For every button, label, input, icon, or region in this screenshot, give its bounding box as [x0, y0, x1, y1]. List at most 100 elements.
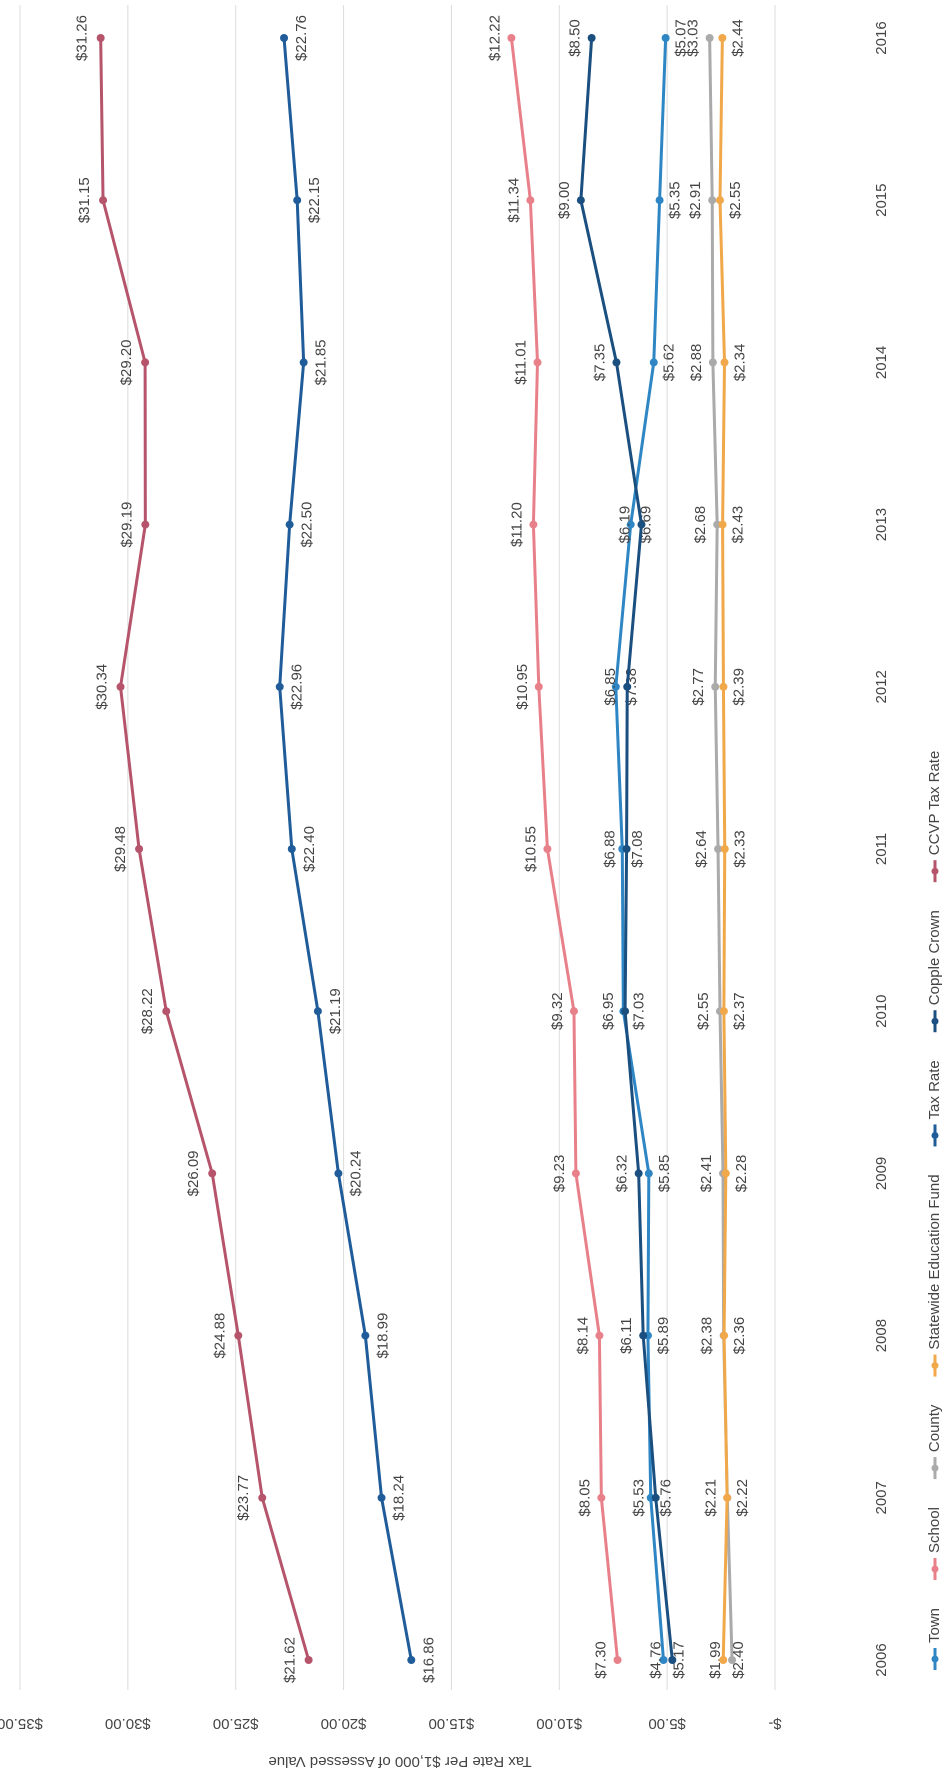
data-label: $6.19 [616, 506, 633, 544]
data-label: $22.96 [289, 664, 306, 710]
data-point [361, 1331, 370, 1340]
data-point [299, 358, 308, 367]
y-tick-label: $15.00 [428, 1715, 474, 1732]
data-point [659, 1656, 668, 1664]
data-label: $4.76 [647, 1641, 664, 1679]
data-label: $7.03 [630, 992, 647, 1030]
data-label: $10.95 [514, 664, 531, 710]
data-label: $7.35 [591, 344, 608, 382]
data-label: $22.50 [299, 502, 316, 548]
data-point [623, 682, 632, 691]
data-point [526, 196, 535, 205]
data-point [637, 520, 646, 529]
data-point [141, 520, 150, 529]
data-point [569, 1007, 578, 1016]
data-label: $2.44 [729, 19, 746, 57]
data-label: $2.38 [699, 1317, 716, 1355]
data-point [258, 1493, 267, 1502]
data-label: $5.53 [631, 1479, 648, 1517]
data-label: $22.40 [301, 826, 318, 872]
data-label: $2.34 [731, 344, 748, 382]
data-label: $24.88 [211, 1313, 228, 1359]
legend-dot [931, 1565, 939, 1573]
data-point [208, 1169, 217, 1178]
data-label: $12.22 [486, 15, 503, 61]
legend-label: School [926, 1507, 943, 1553]
data-point [708, 358, 717, 367]
data-point [377, 1493, 386, 1502]
data-label: $2.43 [730, 506, 747, 544]
data-point [595, 1331, 604, 1340]
data-label: $2.28 [733, 1155, 750, 1193]
y-axis-title: Tax Rate Per $1,000 of Assessed Value [268, 1753, 531, 1770]
data-label: $3.03 [685, 19, 702, 57]
data-label: $21.19 [327, 988, 344, 1034]
y-tick-label: $10.00 [536, 1715, 582, 1732]
data-label: $8.50 [567, 19, 584, 57]
data-label: $29.19 [118, 502, 135, 548]
data-point [728, 1656, 737, 1664]
data-point [304, 1656, 313, 1664]
data-point [571, 1169, 580, 1178]
x-tick-label: 2009 [873, 1157, 890, 1190]
data-point [634, 1169, 643, 1178]
data-point [644, 1169, 653, 1178]
data-point [611, 682, 620, 691]
data-label: $22.76 [293, 15, 310, 61]
y-tick-label: $- [768, 1715, 781, 1732]
data-point [626, 520, 635, 529]
rotated-chart: Tax Rate Per $1,000 of Assessed Value $-… [0, 5, 943, 1770]
data-point [597, 1493, 606, 1502]
data-point [543, 845, 552, 853]
data-label: $29.20 [118, 339, 135, 385]
data-label: $1.99 [707, 1641, 724, 1679]
data-label: $2.68 [692, 506, 709, 544]
data-label: $6.95 [600, 992, 617, 1030]
data-label: $28.22 [139, 988, 156, 1034]
data-point [534, 682, 543, 691]
data-label: $11.20 [508, 502, 525, 547]
data-label: $2.55 [727, 181, 744, 219]
data-point [162, 1007, 171, 1016]
data-point [719, 682, 728, 691]
data-point [649, 358, 658, 367]
data-label: $18.99 [374, 1313, 391, 1359]
data-label: $31.26 [74, 15, 91, 61]
x-tick-label: 2010 [873, 995, 890, 1028]
data-label: $6.88 [602, 830, 619, 868]
data-point [639, 1331, 648, 1340]
x-tick-label: 2012 [873, 670, 890, 703]
data-point [661, 34, 670, 42]
legend-dot [931, 1362, 939, 1370]
data-point [668, 1656, 677, 1664]
data-label: $2.88 [688, 344, 705, 382]
x-tick-label: 2013 [873, 508, 890, 541]
data-label: $2.77 [690, 668, 707, 706]
data-point [99, 196, 108, 205]
data-label: $16.86 [420, 1637, 437, 1683]
y-tick-label: $30.00 [105, 1715, 151, 1732]
data-point [718, 34, 727, 42]
data-label: $11.34 [505, 178, 522, 223]
data-point [96, 34, 105, 42]
data-point [720, 1331, 729, 1340]
legend-label: Statewide Education Fund [926, 1174, 943, 1349]
y-tick-label: $35.00 [0, 1715, 43, 1732]
legend-dot [931, 1464, 939, 1472]
data-label: $7.08 [629, 830, 646, 868]
data-label: $18.24 [391, 1475, 408, 1521]
x-tick-label: 2006 [873, 1643, 890, 1676]
data-label: $2.64 [693, 830, 710, 868]
data-label: $30.34 [93, 664, 110, 710]
data-point [719, 1656, 728, 1664]
data-label: $22.15 [306, 177, 323, 223]
data-point [721, 1169, 730, 1178]
y-tick-label: $20.00 [321, 1715, 367, 1732]
data-point [529, 520, 538, 529]
data-point [613, 1656, 622, 1664]
data-point [280, 34, 289, 42]
data-point [719, 1007, 728, 1016]
data-point [135, 845, 144, 853]
data-point [407, 1656, 416, 1664]
data-label: $5.07 [673, 19, 690, 57]
